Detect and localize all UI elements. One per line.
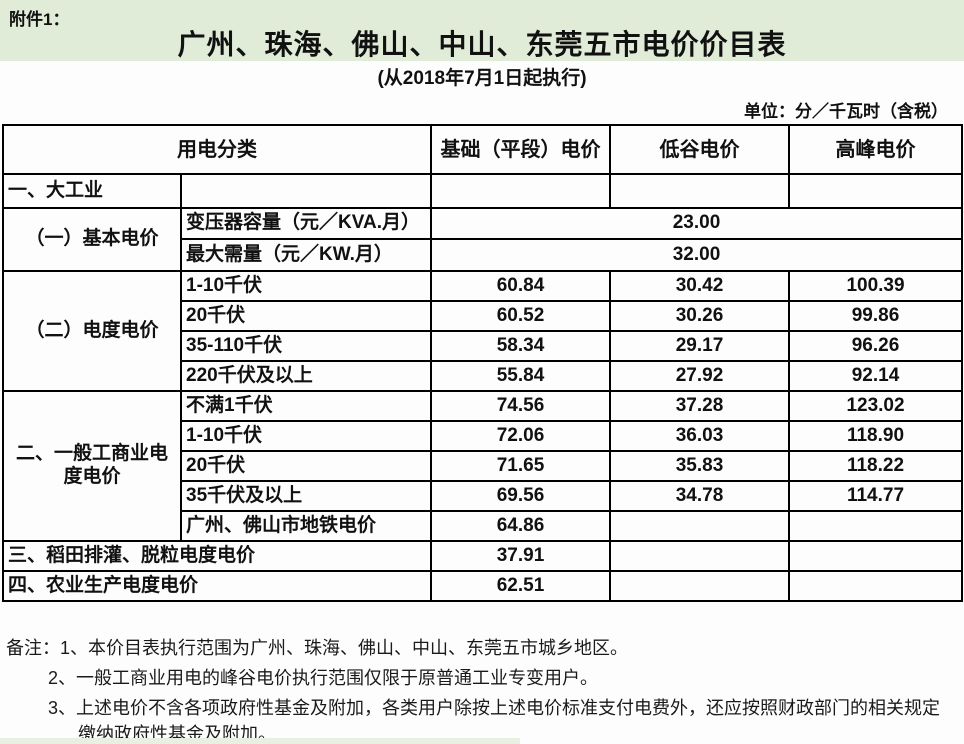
section-label-large-industry: 一、大工业 [2, 173, 182, 209]
price-value: 92.14 [788, 360, 963, 392]
empty-cell [788, 510, 963, 542]
table-row: 一、大工业 [2, 173, 963, 209]
table-row: 35千伏及以上 69.56 34.78 114.77 [3, 480, 963, 512]
row-label: 1-10千伏 [180, 270, 432, 302]
price-value: 58.34 [430, 330, 611, 362]
subsection-label-basic-price: （一）基本电价 [2, 207, 182, 272]
price-value: 100.39 [788, 270, 963, 302]
price-value: 96.26 [788, 330, 963, 362]
footnote-2: 2、一般工商业用电的峰谷电价执行范围仅限于原普通工业专变用户。 [48, 668, 599, 688]
price-value: 23.00 [430, 207, 963, 240]
empty-cell [609, 510, 790, 542]
footnote-3: 3、上述电价不含各项政府性基金及附加，各类用户除按上述电价标准支付电费外，还应按… [48, 698, 941, 718]
price-value: 34.78 [609, 480, 790, 512]
price-value: 55.84 [430, 360, 611, 392]
bottom-green-strip [0, 738, 520, 744]
section-label-paddy-drainage: 三、稻田排灌、脱粒电度电价 [2, 540, 432, 572]
header-cell-peak-price: 高峰电价 [788, 124, 963, 175]
row-label: 变压器容量（元／KVA.月） [180, 207, 432, 240]
table-row: 三、稻田排灌、脱粒电度电价 37.91 [2, 540, 963, 572]
price-value: 60.84 [430, 270, 611, 302]
row-label: 20千伏 [180, 450, 432, 482]
empty-cell [180, 173, 432, 209]
table-row: 220千伏及以上 55.84 27.92 92.14 [3, 360, 963, 392]
price-value: 30.26 [609, 300, 790, 332]
table-row: 35-110千伏 58.34 29.17 96.26 [3, 330, 963, 362]
price-value: 36.03 [609, 420, 790, 452]
row-label: 不满1千伏 [180, 390, 432, 422]
price-value: 64.86 [430, 510, 611, 542]
price-value: 74.56 [430, 390, 611, 422]
row-label: 220千伏及以上 [180, 360, 432, 392]
price-value: 123.02 [788, 390, 963, 422]
table-row: 最大需量（元／KW.月） 32.00 [3, 238, 963, 272]
header-cell-base-price: 基础（平段）电价 [430, 124, 611, 175]
subsection-label-energy-price: （二）电度电价 [2, 270, 182, 392]
page-title: 广州、珠海、佛山、中山、东莞五市电价价目表 [177, 29, 787, 60]
table-row: 二、一般工商业电度电价 不满1千伏 74.56 37.28 123.02 [2, 390, 963, 542]
empty-cell [609, 173, 790, 209]
footnote-1: 备注：1、本价目表执行范围为广州、珠海、佛山、中山、东莞五市城乡地区。 [6, 638, 629, 658]
price-value: 114.77 [788, 480, 963, 512]
price-value: 69.56 [430, 480, 611, 512]
unit-note: 单位：分／千瓦时（含税） [744, 102, 948, 121]
price-value: 118.90 [788, 420, 963, 452]
row-label: 最大需量（元／KW.月） [180, 238, 432, 272]
header-cell-category: 用电分类 [2, 124, 432, 175]
table-row: 广州、佛山市地铁电价 64.86 [3, 510, 963, 542]
table-row: 1-10千伏 72.06 36.03 118.90 [3, 420, 963, 452]
effective-date-subtitle: (从2018年7月1日起执行) [377, 68, 587, 89]
price-value: 72.06 [430, 420, 611, 452]
empty-cell [788, 173, 963, 209]
price-value: 32.00 [430, 238, 963, 272]
price-value: 27.92 [609, 360, 790, 392]
empty-cell [609, 540, 790, 572]
price-value: 37.28 [609, 390, 790, 422]
title-green-band [0, 0, 964, 61]
empty-cell [609, 570, 790, 602]
table-row: 四、农业生产电度电价 62.51 [2, 570, 963, 602]
empty-cell [788, 570, 963, 602]
row-label: 35-110千伏 [180, 330, 432, 362]
table-row: 20千伏 71.65 35.83 118.22 [3, 450, 963, 482]
row-label: 35千伏及以上 [180, 480, 432, 512]
price-value: 30.42 [609, 270, 790, 302]
table-row: 20千伏 60.52 30.26 99.86 [3, 300, 963, 332]
price-value: 99.86 [788, 300, 963, 332]
price-value: 71.65 [430, 450, 611, 482]
price-value: 37.91 [430, 540, 611, 572]
section-label-general-commercial: 二、一般工商业电度电价 [2, 390, 182, 542]
row-label: 1-10千伏 [180, 420, 432, 452]
electricity-price-table: 用电分类 基础（平段）电价 低谷电价 高峰电价 一、大工业 （一）基本电价 变压… [2, 124, 963, 602]
price-value: 60.52 [430, 300, 611, 332]
table-header-row: 用电分类 基础（平段）电价 低谷电价 高峰电价 [2, 124, 963, 175]
empty-cell [430, 173, 611, 209]
row-label: 广州、佛山市地铁电价 [180, 510, 432, 542]
price-value: 29.17 [609, 330, 790, 362]
empty-cell [788, 540, 963, 572]
price-value: 62.51 [430, 570, 611, 602]
table-row: （一）基本电价 变压器容量（元／KVA.月） 23.00 [2, 207, 963, 272]
section-label-agriculture: 四、农业生产电度电价 [2, 570, 432, 602]
row-label: 20千伏 [180, 300, 432, 332]
header-cell-valley-price: 低谷电价 [609, 124, 790, 175]
attachment-label: 附件1： [9, 10, 70, 29]
table-row: （二）电度电价 1-10千伏 60.84 30.42 100.39 [2, 270, 963, 392]
price-value: 35.83 [609, 450, 790, 482]
price-value: 118.22 [788, 450, 963, 482]
